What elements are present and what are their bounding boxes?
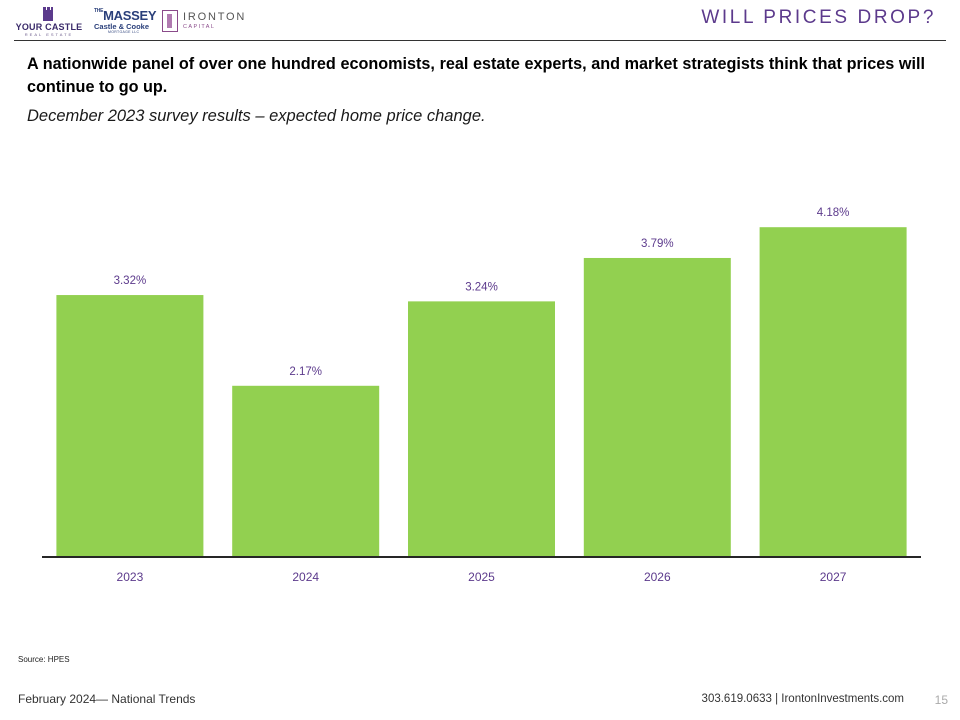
category-label-2026: 2026 bbox=[644, 570, 671, 584]
headline: A nationwide panel of over one hundred e… bbox=[27, 55, 925, 96]
your-castle-logo-subtext: REAL ESTATE bbox=[24, 32, 74, 37]
bar-2024 bbox=[232, 385, 380, 557]
bar-2023 bbox=[56, 295, 204, 557]
slide-title: WILL PRICES DROP? bbox=[701, 7, 936, 28]
massey-logo-text: THEMASSEY bbox=[94, 8, 157, 23]
castle-cooke-text: Castle & Cooke bbox=[94, 22, 150, 31]
value-label-2023: 3.32% bbox=[114, 275, 147, 287]
your-castle-logo-text: YOUR CASTLE bbox=[15, 22, 83, 32]
bar-group bbox=[56, 227, 907, 557]
page-number: 15 bbox=[934, 693, 948, 707]
massey-logo-name: MASSEY bbox=[103, 8, 157, 23]
value-label-2025: 3.24% bbox=[465, 281, 498, 293]
value-label-2027: 4.18% bbox=[817, 207, 850, 219]
ironton-mark-icon bbox=[162, 10, 178, 32]
value-label-2026: 3.79% bbox=[641, 238, 674, 250]
footer-date-label: February 2024— National Trends bbox=[18, 692, 196, 706]
subheadline: December 2023 survey results – expected … bbox=[27, 107, 486, 125]
header-divider bbox=[14, 40, 946, 41]
castle-tower-icon bbox=[43, 7, 53, 21]
category-label-2024: 2024 bbox=[292, 570, 319, 584]
header: YOUR CASTLE REAL ESTATE THEMASSEY Castle… bbox=[0, 0, 960, 42]
ironton-logo-subtext: CAPITAL bbox=[183, 24, 216, 30]
label-group: 3.32% 2023 2.17% 2024 3.24% 2025 3.79% 2026 4.18… bbox=[114, 207, 850, 584]
logo-group: YOUR CASTLE REAL ESTATE THEMASSEY Castle… bbox=[14, 7, 246, 38]
mortgage-text: MORTGAGE LLC bbox=[108, 30, 140, 34]
massey-logo-the: THE bbox=[94, 8, 104, 14]
ironton-logo: IRONTON CAPITAL bbox=[162, 8, 246, 38]
bar-2026 bbox=[583, 257, 731, 557]
source-note: Source: HPES bbox=[18, 655, 70, 664]
ironton-logo-text: IRONTON bbox=[183, 11, 247, 23]
category-label-2023: 2023 bbox=[117, 570, 144, 584]
footer-contact: 303.619.0633 | IrontonInvestments.com bbox=[701, 693, 904, 705]
category-label-2027: 2027 bbox=[820, 570, 847, 584]
value-label-2024: 2.17% bbox=[289, 366, 322, 378]
your-castle-logo: YOUR CASTLE REAL ESTATE bbox=[14, 7, 84, 38]
category-label-2025: 2025 bbox=[468, 570, 495, 584]
bar-2025 bbox=[408, 301, 555, 557]
massey-logo: THEMASSEY Castle & Cooke MORTGAGE LLC bbox=[94, 8, 157, 38]
bar-2027 bbox=[759, 227, 907, 557]
